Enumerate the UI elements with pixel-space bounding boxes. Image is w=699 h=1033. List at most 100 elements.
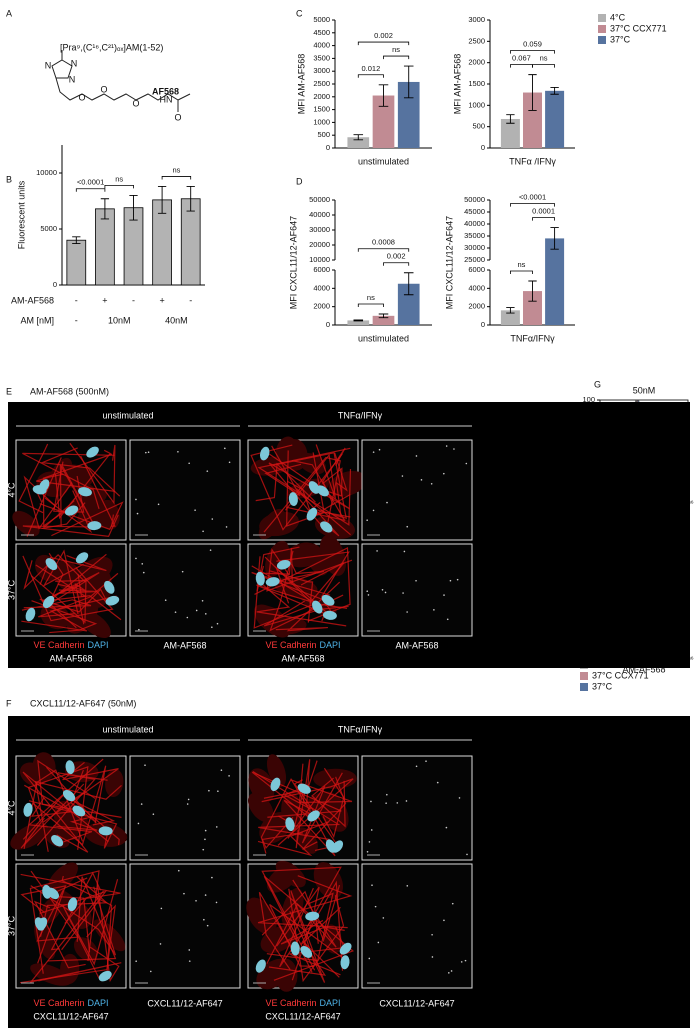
- atom-label: N: [45, 60, 52, 70]
- nucleus: [306, 507, 318, 521]
- cell-body: [30, 963, 72, 986]
- atom-label: N: [69, 74, 76, 84]
- x-tick-label: TNFα /IFNγ: [509, 156, 556, 166]
- signal-dot: [446, 618, 449, 621]
- y-tick-label: 5000: [40, 224, 57, 233]
- junction-stain: [302, 776, 347, 850]
- channel-label: CXCL11/12-AF647: [379, 998, 454, 1008]
- junction-stain: [283, 799, 336, 857]
- junction-stain: [267, 563, 325, 584]
- signal-dot: [216, 622, 219, 625]
- signal-dot: [174, 611, 177, 613]
- signal-dot: [378, 448, 381, 451]
- signal-dot: [228, 775, 230, 777]
- nucleus: [98, 970, 112, 982]
- bar: [545, 238, 565, 325]
- bar: [347, 320, 370, 325]
- micrograph: [129, 755, 241, 861]
- nucleus: [339, 942, 352, 955]
- condition-label: unstimulated: [102, 410, 153, 420]
- junction-stain: [295, 759, 311, 849]
- y-axis-label: MFI AM-AF568: [452, 54, 462, 115]
- legend-label: 37°C CCX771: [610, 23, 667, 33]
- error-bar: [403, 65, 414, 99]
- y-tick-label: 2000: [468, 58, 485, 67]
- atom-label: O: [78, 92, 85, 102]
- y-tick-label: 1000: [468, 100, 485, 109]
- merge-label: AM-AF568: [49, 653, 92, 663]
- signal-dot: [195, 900, 197, 902]
- micrograph: [129, 543, 241, 637]
- error-bar: [378, 313, 389, 319]
- junction-stain: [18, 443, 49, 514]
- signal-dot: [420, 479, 423, 481]
- signal-dot: [136, 512, 139, 515]
- y-tick-label: 2000: [468, 302, 485, 311]
- significance-label: ns: [517, 260, 525, 269]
- signal-dot: [453, 448, 455, 450]
- nucleus: [321, 594, 335, 606]
- junction-stain: [29, 870, 100, 974]
- y-tick-label: 45000: [464, 207, 485, 216]
- junction-stain: [334, 452, 348, 518]
- nucleus: [297, 783, 311, 794]
- merge-label: AM-AF568: [281, 653, 324, 663]
- x-row-label: AM [nM]: [20, 315, 54, 325]
- y-tick-label: 0: [481, 143, 485, 152]
- junction-stain: [284, 444, 337, 511]
- junction-stain: [22, 794, 116, 840]
- signal-dot: [431, 956, 434, 958]
- micrograph: [129, 863, 241, 989]
- y-tick-label: 3500: [313, 53, 330, 62]
- cell-body: [275, 436, 297, 465]
- nucleus: [87, 521, 102, 531]
- junction-stain: [89, 883, 120, 983]
- y-tick-label: 4500: [313, 28, 330, 37]
- nucleus: [316, 485, 329, 497]
- signal-dot: [206, 924, 209, 927]
- signal-dot: [145, 451, 147, 454]
- signal-dot: [433, 609, 435, 611]
- nucleus: [276, 559, 291, 570]
- signal-dot: [152, 813, 155, 815]
- nucleus: [72, 805, 86, 817]
- y-tick-label: 4000: [468, 283, 485, 292]
- signal-dot: [372, 451, 375, 453]
- significance-label: ns: [540, 54, 548, 63]
- y-axis-label: MFI CXCL11/12-AF647: [444, 216, 454, 309]
- channel-label: AM-AF568: [163, 640, 206, 650]
- stain-blue: DAPI: [320, 998, 341, 1008]
- significance-label: 0.059: [523, 40, 542, 49]
- nucleus: [38, 479, 50, 493]
- junction-stain: [261, 816, 303, 850]
- significance-bracket: [510, 270, 533, 274]
- y-tick-label: 30000: [464, 243, 485, 252]
- signal-dot: [135, 960, 137, 963]
- legend-label: 4°C: [610, 12, 626, 22]
- legend-swatch: [598, 36, 606, 44]
- y-tick-label: 4000: [313, 283, 330, 292]
- micrograph-panel: unstimulated VE Cadherin DAPI AM-AF568 AM-AF…: [6, 402, 690, 668]
- junction-stain: [61, 875, 113, 973]
- y-tick-label: 0: [481, 320, 485, 329]
- signal-dot: [443, 594, 445, 596]
- nucleus: [45, 558, 58, 571]
- junction-stain: [29, 890, 122, 983]
- nucleus: [255, 959, 266, 973]
- junction-stain: [31, 600, 98, 634]
- x-tick-label: unstimulated: [358, 333, 409, 343]
- signal-dot: [458, 797, 461, 799]
- condition-label: TNFα/IFNγ: [338, 410, 383, 420]
- panel-letter: F: [6, 698, 12, 708]
- signal-dot: [186, 803, 189, 805]
- signal-dot: [405, 800, 408, 802]
- significance-bracket: [532, 64, 555, 68]
- signal-dot: [366, 851, 369, 853]
- signal-dot: [195, 609, 198, 612]
- signal-dot: [366, 519, 368, 522]
- significance-label: ns: [392, 45, 400, 54]
- bar: [180, 198, 201, 286]
- merge-label: CXCL11/12-AF647: [265, 1011, 340, 1021]
- nucleus: [42, 884, 52, 899]
- significance-label: ns: [367, 293, 375, 302]
